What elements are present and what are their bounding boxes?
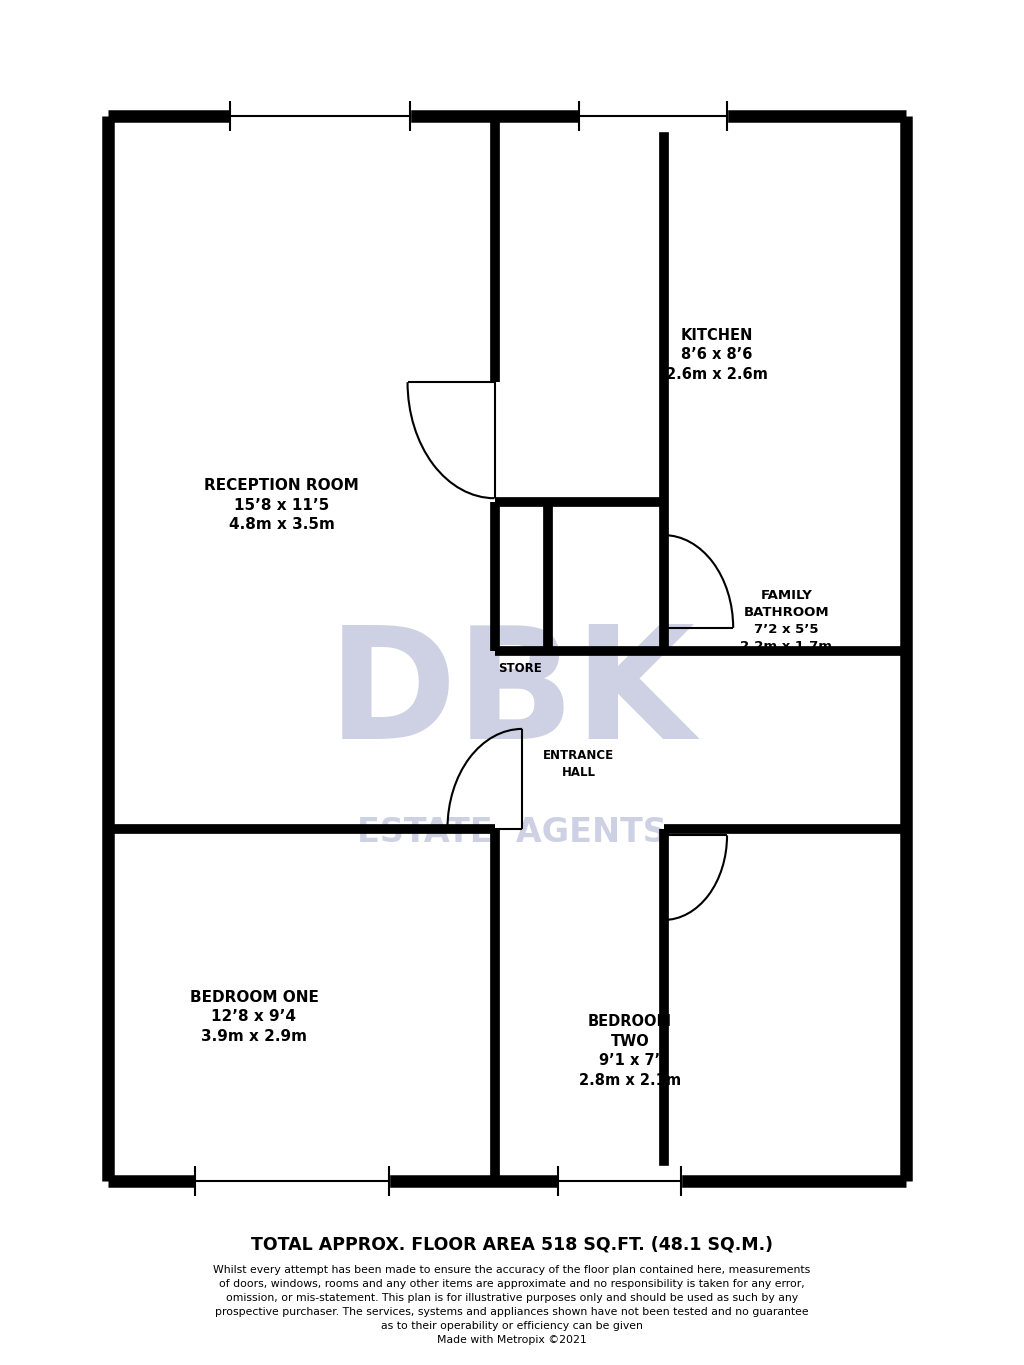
Text: Whilst every attempt has been made to ensure the accuracy of the floor plan cont: Whilst every attempt has been made to en… — [213, 1265, 811, 1345]
Text: TOTAL APPROX. FLOOR AREA 518 SQ.FT. (48.1 SQ.M.): TOTAL APPROX. FLOOR AREA 518 SQ.FT. (48.… — [251, 1235, 773, 1254]
Text: BEDROOM
TWO
9’1 x 7’
2.8m x 2.1m: BEDROOM TWO 9’1 x 7’ 2.8m x 2.1m — [579, 1014, 681, 1088]
Text: STORE: STORE — [499, 662, 542, 676]
Text: FAMILY
BATHROOM
7’2 x 5’5
2.2m x 1.7m: FAMILY BATHROOM 7’2 x 5’5 2.2m x 1.7m — [740, 590, 833, 652]
Text: RECEPTION ROOM
15’8 x 11’5
4.8m x 3.5m: RECEPTION ROOM 15’8 x 11’5 4.8m x 3.5m — [204, 478, 359, 532]
Text: KITCHEN
8’6 x 8’6
2.6m x 2.6m: KITCHEN 8’6 x 8’6 2.6m x 2.6m — [666, 328, 768, 382]
Text: ESTATE  AGENTS: ESTATE AGENTS — [357, 816, 667, 849]
Text: BEDROOM ONE
12’8 x 9’4
3.9m x 2.9m: BEDROOM ONE 12’8 x 9’4 3.9m x 2.9m — [189, 990, 318, 1044]
Text: DBK: DBK — [328, 620, 696, 773]
Text: ENTRANCE
HALL: ENTRANCE HALL — [543, 749, 614, 779]
